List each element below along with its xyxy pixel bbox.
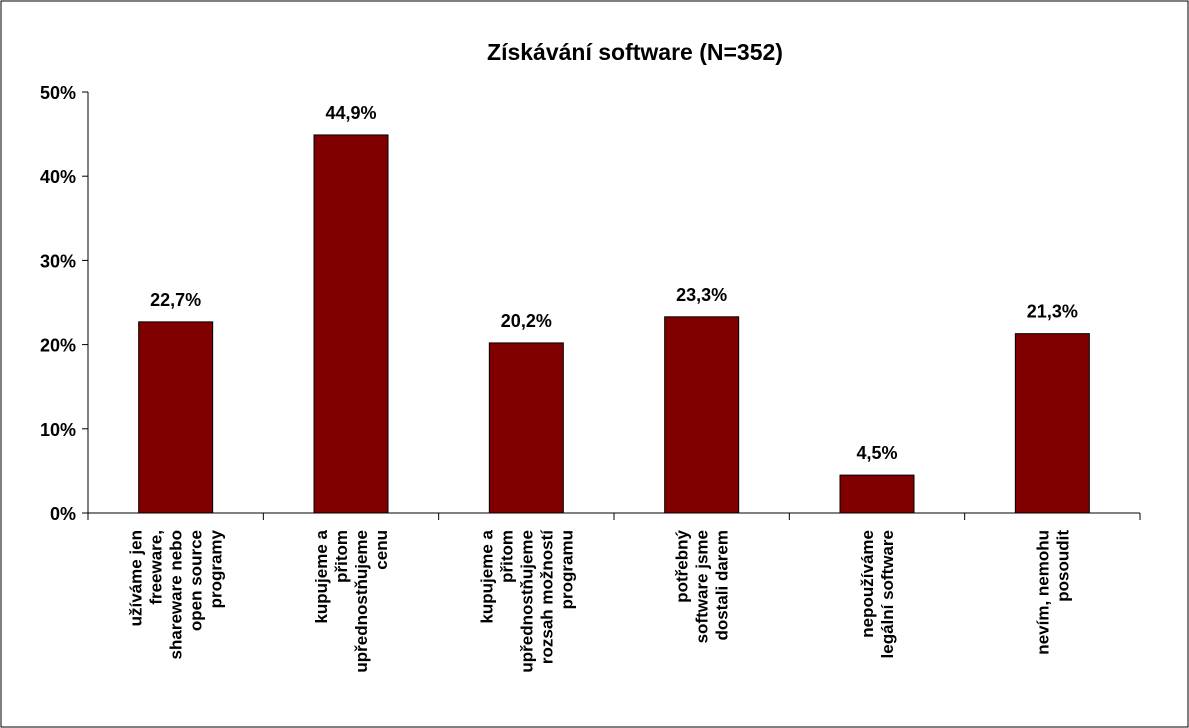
x-tick-label: nepoužíváme	[858, 530, 877, 638]
x-tick-label: kupujeme a	[477, 529, 496, 623]
x-tick-label: cenu	[372, 530, 391, 570]
x-tick-label: programy	[207, 529, 226, 608]
x-tick-label: nevím, nemohu	[1033, 530, 1052, 655]
x-tick-label: přitom	[497, 530, 516, 583]
x-tick-label: legální software	[878, 530, 897, 658]
bar	[313, 134, 389, 514]
x-tick-label: posoudit	[1053, 530, 1072, 602]
x-tick-label: freeware,	[147, 530, 166, 605]
y-tick-label: 20%	[40, 336, 76, 356]
data-label: 21,3%	[1027, 302, 1078, 322]
data-label: 23,3%	[676, 285, 727, 305]
x-tick-label: shareware nebo	[167, 530, 186, 659]
y-tick-label: 10%	[40, 420, 76, 440]
chart-title: Získávání software (N=352)	[487, 39, 783, 65]
data-label: 44,9%	[325, 103, 376, 123]
y-tick-label: 0%	[50, 504, 76, 524]
y-tick-label: 40%	[40, 167, 76, 187]
bar	[488, 342, 564, 514]
data-label: 4,5%	[856, 443, 897, 463]
x-tick-label: kupujeme a	[312, 529, 331, 623]
y-tick-label: 50%	[40, 83, 76, 103]
bar	[138, 321, 214, 514]
x-tick-label: dostali darem	[713, 530, 732, 641]
x-tick-label: potřebný	[673, 529, 692, 602]
x-tick-label: upřednostňujeme	[352, 530, 371, 673]
x-tick-label: programu	[557, 530, 576, 609]
x-tick-label: open source	[187, 530, 206, 631]
x-tick-label: užíváme jen	[127, 530, 146, 626]
x-tick-label: software jsme	[693, 530, 712, 643]
x-tick-label: upřednostňujeme	[517, 530, 536, 673]
data-label: 22,7%	[150, 290, 201, 310]
bar	[839, 474, 915, 514]
x-tick-label: rozsah možností	[537, 529, 556, 664]
bar	[664, 316, 740, 514]
data-label: 20,2%	[501, 311, 552, 331]
x-tick-label: přitom	[332, 530, 351, 583]
y-tick-label: 30%	[40, 251, 76, 271]
bar	[1014, 333, 1090, 514]
